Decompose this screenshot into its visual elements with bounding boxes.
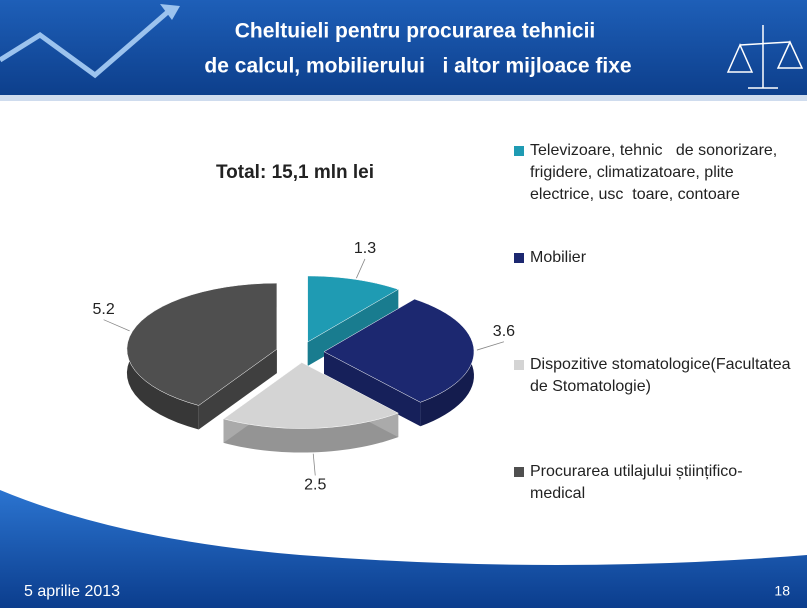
- legend-label: Dispozitive stomatologice(Facultatea de …: [530, 356, 796, 395]
- header-arrowhead: [160, 4, 180, 20]
- slice-side: [307, 289, 399, 366]
- pie-slice: [307, 275, 399, 343]
- title-line: de calcul, mobilierului i altor mijloace…: [204, 55, 631, 78]
- data-label: 5.2: [92, 301, 114, 318]
- leader-line: [312, 453, 316, 476]
- header-arrow: [0, 8, 172, 79]
- header-band: [0, 0, 807, 95]
- slice-side: [198, 349, 277, 430]
- pie-slice: [222, 362, 399, 429]
- legend-label: Mobilier: [530, 249, 587, 266]
- pie-slice: [323, 298, 475, 403]
- leader-line: [476, 341, 505, 351]
- leader-line: [103, 319, 130, 332]
- legend-label: Televizoare, tehnic de sonorizare, frigi…: [530, 142, 782, 203]
- slice-side: [223, 413, 399, 453]
- leader-line: [356, 258, 366, 279]
- legend-swatch: [514, 467, 524, 477]
- pie-slice: [126, 282, 278, 406]
- slice-side: [323, 351, 421, 427]
- legend: Televizoare, tehnic de sonorizare, frigi…: [514, 140, 794, 568]
- legend-label: Procurarea utilajului științifico-medica…: [530, 463, 743, 502]
- title-line: Cheltuieli pentru procurarea tehnicii: [235, 20, 596, 43]
- footer-swoosh: [0, 490, 807, 608]
- legend-swatch: [514, 360, 524, 370]
- data-label: 1.3: [354, 240, 376, 257]
- data-label: 2.5: [304, 477, 326, 494]
- page-number: 18: [774, 583, 790, 599]
- data-label: 3.6: [493, 323, 515, 340]
- header-rule: [0, 95, 807, 101]
- legend-swatch: [514, 146, 524, 156]
- scales-icon: [726, 25, 804, 89]
- legend-item: Dispozitive stomatologice(Facultatea de …: [514, 354, 794, 461]
- chart-title: Total: 15,1 mln lei: [216, 162, 374, 183]
- legend-item: Mobilier: [514, 247, 794, 354]
- legend-item: Procurarea utilajului științifico-medica…: [514, 461, 794, 568]
- legend-item: Televizoare, tehnic de sonorizare, frigi…: [514, 140, 794, 247]
- footer-date: 5 aprilie 2013: [24, 583, 120, 600]
- legend-swatch: [514, 253, 524, 263]
